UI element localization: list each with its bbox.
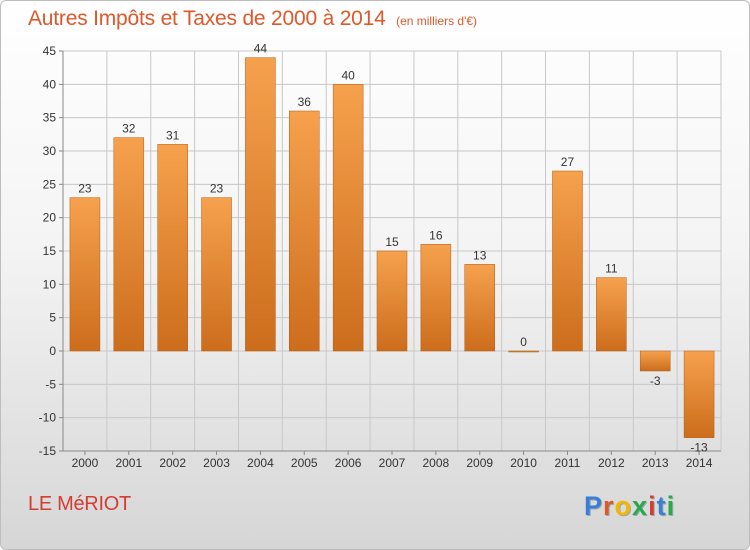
y-tick-label: 30 bbox=[43, 144, 57, 158]
x-tick-label: 2011 bbox=[555, 456, 581, 470]
chart-subtitle: (en milliers d'€) bbox=[396, 14, 478, 28]
x-tick-label: 2013 bbox=[642, 456, 669, 470]
y-tick-label: -5 bbox=[45, 377, 56, 391]
title-block: Autres Impôts et Taxes de 2000 à 2014 (e… bbox=[28, 7, 477, 31]
x-tick-label: 2002 bbox=[159, 456, 186, 470]
data-label: 15 bbox=[385, 235, 399, 249]
bar-2010 bbox=[508, 350, 539, 353]
y-tick-label: 5 bbox=[49, 311, 56, 325]
brand-letter: P bbox=[584, 491, 604, 521]
brand-letter: i bbox=[666, 491, 676, 521]
bar-2014 bbox=[683, 350, 715, 438]
axes: -15 -10 -5 0 5 10 15 20 25 30 35 40 45 2000 2001 2002 20… bbox=[39, 44, 721, 470]
brand-letter: t bbox=[656, 491, 667, 521]
bar-2007 bbox=[376, 250, 408, 352]
data-label: 44 bbox=[254, 42, 268, 56]
x-tick-label: 2009 bbox=[466, 456, 493, 470]
bar-2011 bbox=[552, 170, 583, 352]
brand-letter: x bbox=[632, 491, 649, 521]
brand-letter: r bbox=[603, 491, 615, 521]
data-label: 23 bbox=[78, 182, 92, 196]
y-tick-label: 15 bbox=[43, 244, 57, 258]
data-label: -13 bbox=[690, 441, 708, 455]
brand-logo: Proxiti bbox=[584, 491, 675, 522]
y-tick-label: -15 bbox=[39, 444, 57, 458]
commune-name: LE MéRIOT bbox=[28, 493, 131, 515]
x-tick-label: 2001 bbox=[115, 456, 142, 470]
bar-2000 bbox=[69, 197, 101, 352]
data-label: 31 bbox=[166, 128, 180, 142]
x-tick-label: 2005 bbox=[291, 456, 318, 470]
y-tick-label: 35 bbox=[43, 111, 57, 125]
bar-2012 bbox=[596, 277, 627, 352]
data-label: 13 bbox=[473, 248, 487, 262]
bar-2003 bbox=[201, 197, 232, 352]
x-tick-label: 2008 bbox=[423, 456, 450, 470]
y-tick-label: 25 bbox=[43, 177, 57, 191]
bar-2008 bbox=[420, 244, 452, 352]
data-label: 27 bbox=[561, 155, 575, 169]
data-label: -3 bbox=[650, 374, 661, 388]
x-tick-label: 2006 bbox=[335, 456, 362, 470]
x-tick-label: 2004 bbox=[247, 456, 274, 470]
bar-2004 bbox=[245, 57, 276, 352]
data-label: 32 bbox=[122, 122, 136, 136]
x-tick-label: 2014 bbox=[686, 456, 713, 470]
bar-2002 bbox=[157, 144, 188, 352]
y-tick-label: 0 bbox=[49, 344, 56, 358]
data-label: 36 bbox=[298, 95, 312, 109]
y-tick-label: 45 bbox=[43, 44, 57, 58]
x-tick-label: 2012 bbox=[598, 456, 625, 470]
x-tick-label: 2010 bbox=[510, 456, 537, 470]
y-tick-label: 40 bbox=[43, 77, 57, 91]
data-label: 23 bbox=[210, 182, 224, 196]
chart-title: Autres Impôts et Taxes de 2000 à 2014 bbox=[28, 7, 386, 30]
data-label: 16 bbox=[429, 228, 443, 242]
bar-2006 bbox=[332, 84, 364, 352]
x-tick-label: 2007 bbox=[379, 456, 406, 470]
bar-2009 bbox=[464, 264, 495, 352]
data-label: 11 bbox=[605, 262, 618, 276]
data-label: 40 bbox=[341, 68, 355, 82]
x-tick-label: 2000 bbox=[72, 456, 99, 470]
y-tick-label: -10 bbox=[39, 411, 57, 425]
bar-2005 bbox=[289, 110, 320, 352]
x-tick-label: 2003 bbox=[203, 456, 230, 470]
y-tick-label: 20 bbox=[43, 211, 57, 225]
bars bbox=[69, 57, 715, 438]
bar-2001 bbox=[113, 137, 145, 352]
data-label: 0 bbox=[520, 335, 527, 349]
data-labels: 23 32 31 23 44 36 40 15 16 13 0 27 11 -3 -13 bbox=[78, 42, 708, 455]
brand-letter: i bbox=[648, 491, 657, 521]
brand-letter: o bbox=[614, 491, 633, 521]
y-tick-label: 10 bbox=[43, 277, 57, 291]
bar-2013 bbox=[639, 350, 671, 372]
